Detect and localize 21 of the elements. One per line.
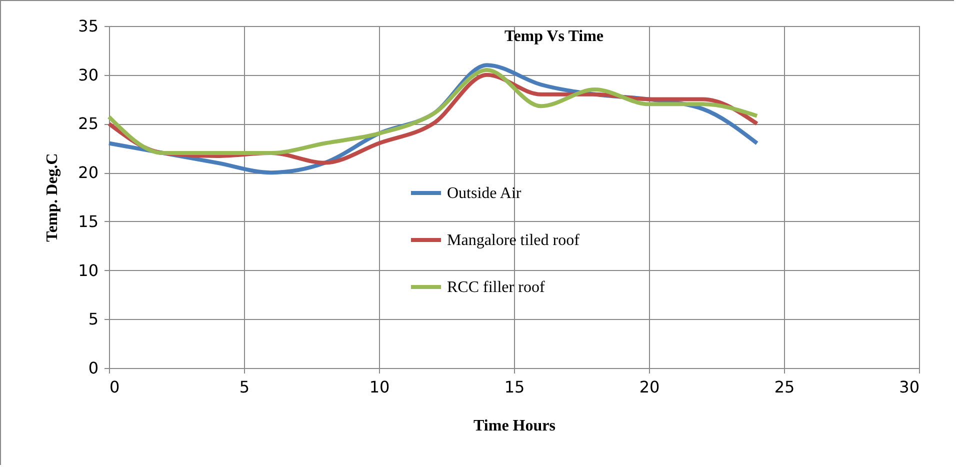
- y-tick-label: 20: [78, 163, 98, 182]
- x-tick-label: 30: [899, 378, 920, 396]
- x-tick-label: 5: [239, 378, 250, 396]
- chart-title: Temp Vs Time: [504, 28, 604, 45]
- y-tick-label: 25: [78, 114, 98, 134]
- y-tick-label: 30: [78, 65, 98, 84]
- y-tick-label: 15: [78, 212, 98, 231]
- x-tick-label: 20: [639, 378, 660, 396]
- x-tick-label: 10: [369, 378, 390, 396]
- y-axis-title: Temp. Deg.C: [44, 153, 62, 242]
- x-tick-label: 0: [110, 378, 120, 396]
- y-tick-label: 0: [88, 358, 98, 378]
- y-tick-label: 35: [78, 16, 98, 36]
- legend-label: Mangalore tiled roof: [447, 232, 580, 249]
- y-tick-label: 5: [88, 310, 98, 329]
- y-tick-label: 10: [78, 260, 98, 280]
- legend-label: Outside Air: [447, 185, 522, 202]
- legend-label: RCC filler roof: [447, 279, 546, 296]
- x-tick-label: 25: [774, 378, 795, 396]
- x-tick-label: 15: [504, 378, 525, 396]
- x-axis-title: Time Hours: [474, 418, 556, 434]
